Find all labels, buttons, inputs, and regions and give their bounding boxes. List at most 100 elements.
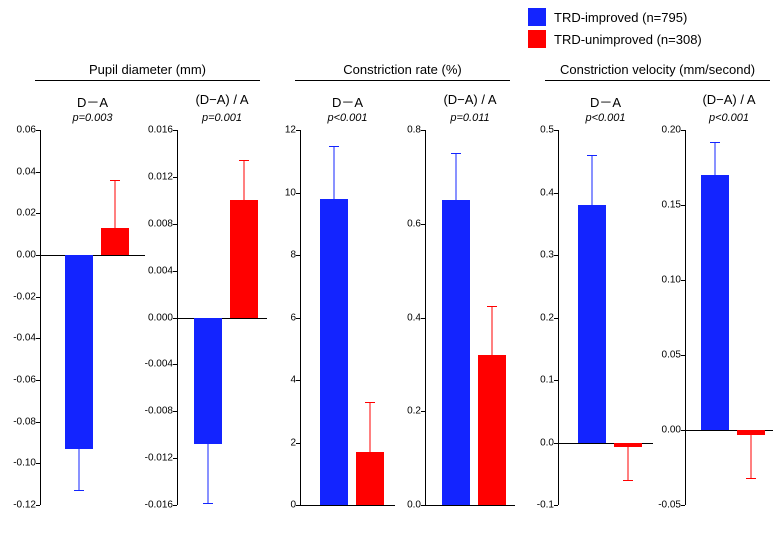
tick-label: 4 <box>290 375 300 386</box>
error-cap <box>710 142 720 143</box>
tick-label: -0.06 <box>13 375 40 386</box>
sublabel: D－A <box>558 92 653 111</box>
subplot: 024681012 <box>300 130 395 505</box>
panel-underline <box>545 80 770 81</box>
baseline <box>425 505 515 506</box>
tick-label: 0.15 <box>662 200 685 211</box>
tick-label: 0.4 <box>407 312 425 323</box>
tick-label: 0.8 <box>407 125 425 136</box>
bar <box>65 255 93 449</box>
tick-label: 0.5 <box>540 125 558 136</box>
tick-label: -0.10 <box>13 458 40 469</box>
p-value: p<0.001 <box>300 112 395 124</box>
error-cap <box>110 180 120 181</box>
y-axis <box>558 130 559 505</box>
error-bar <box>78 449 79 491</box>
bar <box>101 228 129 255</box>
error-bar <box>369 402 370 452</box>
tick-label: -0.008 <box>145 406 177 417</box>
p-value: p=0.003 <box>40 112 145 124</box>
bar <box>578 205 606 443</box>
error-bar <box>715 142 716 175</box>
tick-label: -0.016 <box>145 500 177 511</box>
panel-title: Pupil diameter (mm) <box>35 62 260 77</box>
error-bar <box>627 447 628 480</box>
tick-label: -0.1 <box>537 500 558 511</box>
bar <box>194 318 222 445</box>
tick-label: 0.06 <box>17 125 40 136</box>
panel-underline <box>295 80 510 81</box>
tick-label: 0.016 <box>148 125 177 136</box>
error-cap <box>587 155 597 156</box>
subplot: -0.10.00.10.20.30.40.5 <box>558 130 653 505</box>
baseline <box>177 318 267 319</box>
panel-underline <box>35 80 260 81</box>
bar <box>320 199 348 505</box>
error-cap <box>746 478 756 479</box>
tick-label: 0.008 <box>148 218 177 229</box>
tick-label: -0.05 <box>658 500 685 511</box>
tick-label: 0.00 <box>662 425 685 436</box>
subplot: -0.016-0.012-0.008-0.0040.0000.0040.0080… <box>177 130 267 505</box>
tick-label: 0.012 <box>148 171 177 182</box>
error-bar <box>333 146 334 199</box>
tick-label: -0.08 <box>13 416 40 427</box>
error-bar <box>244 160 245 200</box>
error-cap <box>487 306 497 307</box>
tick-label: 0.2 <box>540 312 558 323</box>
tick-label: 0.0 <box>540 437 558 448</box>
error-cap <box>451 153 461 154</box>
legend-item: TRD-unimproved (n=308) <box>528 30 702 48</box>
bar <box>356 452 384 505</box>
bar <box>442 200 470 505</box>
tick-label: 10 <box>285 187 300 198</box>
p-value: p<0.001 <box>685 112 773 124</box>
legend: TRD-improved (n=795) TRD-unimproved (n=30… <box>528 8 702 52</box>
tick-label: 0.4 <box>540 187 558 198</box>
tick-label: -0.012 <box>145 453 177 464</box>
bar <box>478 355 506 505</box>
tick-label: 0.02 <box>17 208 40 219</box>
subplot: -0.050.000.050.100.150.20 <box>685 130 773 505</box>
tick-label: 0.004 <box>148 265 177 276</box>
bar <box>701 175 729 430</box>
tick-label: 12 <box>285 125 300 136</box>
tick-label: 0.20 <box>662 125 685 136</box>
sublabel: (D−A) / A <box>425 92 515 107</box>
legend-item: TRD-improved (n=795) <box>528 8 702 26</box>
baseline <box>300 505 395 506</box>
tick-label: 0 <box>290 500 300 511</box>
tick-label: 0.05 <box>662 350 685 361</box>
subplot: 0.00.20.40.60.8 <box>425 130 515 505</box>
error-cap <box>74 490 84 491</box>
baseline <box>40 255 145 256</box>
y-axis <box>685 130 686 505</box>
tick-label: 0.04 <box>17 166 40 177</box>
tick-label: 6 <box>290 312 300 323</box>
y-axis <box>300 130 301 505</box>
y-axis <box>425 130 426 505</box>
error-bar <box>492 306 493 355</box>
bar <box>230 200 258 317</box>
tick-label: 2 <box>290 437 300 448</box>
legend-label: TRD-improved (n=795) <box>554 10 687 25</box>
subplot: -0.12-0.10-0.08-0.06-0.04-0.020.000.020.… <box>40 130 145 505</box>
sublabel: D－A <box>300 92 395 111</box>
tick-label: 0.3 <box>540 250 558 261</box>
tick-label: 0.10 <box>662 275 685 286</box>
tick-label: 0.2 <box>407 406 425 417</box>
tick-label: 0.0 <box>407 500 425 511</box>
error-bar <box>114 180 115 228</box>
panel-title: Constriction rate (%) <box>300 62 505 77</box>
tick-label: 8 <box>290 250 300 261</box>
p-value: p=0.011 <box>425 112 515 124</box>
sublabel: (D−A) / A <box>177 92 267 107</box>
error-cap <box>365 402 375 403</box>
sublabel: D－A <box>40 92 145 111</box>
error-cap <box>239 160 249 161</box>
legend-swatch <box>528 8 546 26</box>
tick-label: 0.00 <box>17 250 40 261</box>
tick-label: -0.04 <box>13 333 40 344</box>
tick-label: -0.12 <box>13 500 40 511</box>
error-cap <box>203 503 213 504</box>
